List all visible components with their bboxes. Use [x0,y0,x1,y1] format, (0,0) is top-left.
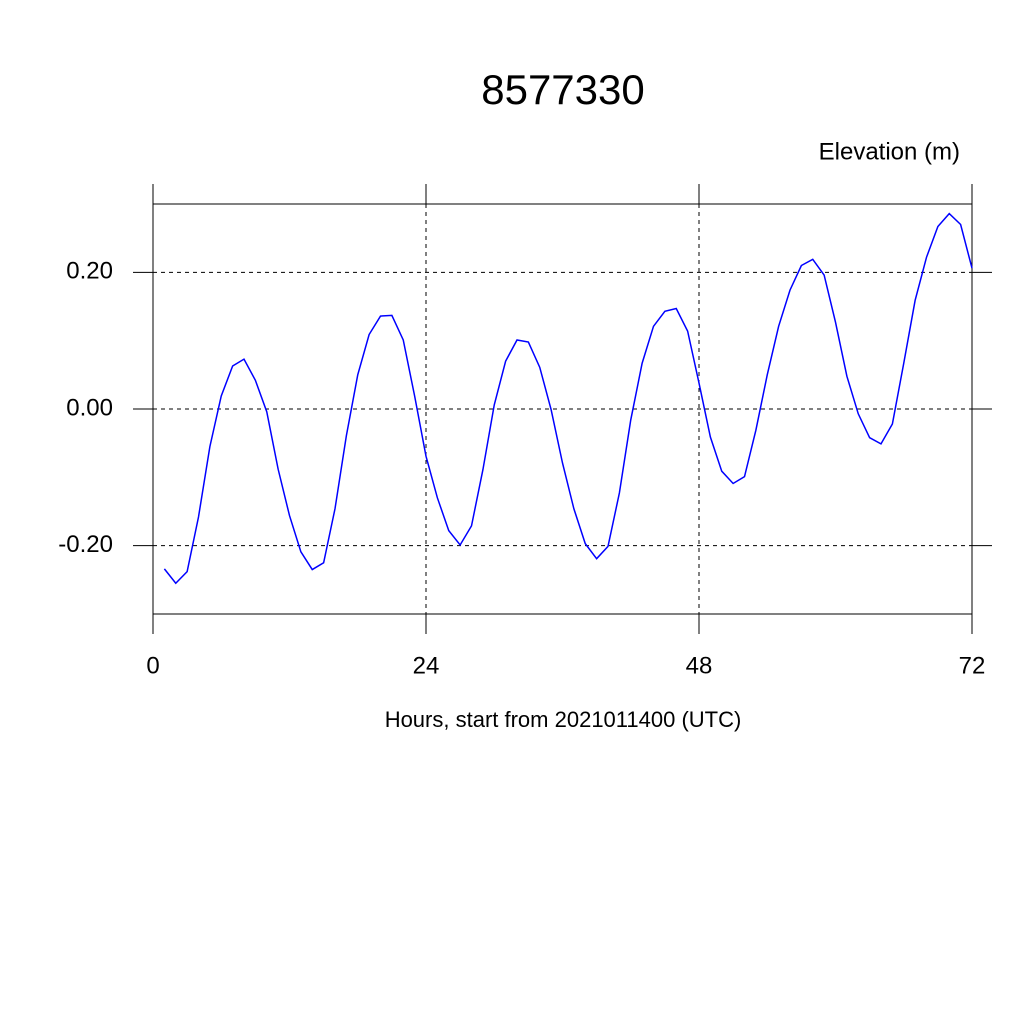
x-tick-label: 0 [146,652,159,679]
x-tick-label: 24 [413,652,440,679]
chart-title: 8577330 [481,66,645,113]
data-line [163,212,973,585]
y-tick-label: -0.20 [58,531,113,558]
chart-subtitle: Elevation (m) [819,138,960,165]
y-tick-label: 0.00 [66,394,113,421]
x-tick-label: 72 [959,652,986,679]
x-axis-label: Hours, start from 2021011400 (UTC) [385,707,742,732]
y-tick-label: 0.20 [66,258,113,285]
x-tick-label: 48 [686,652,713,679]
